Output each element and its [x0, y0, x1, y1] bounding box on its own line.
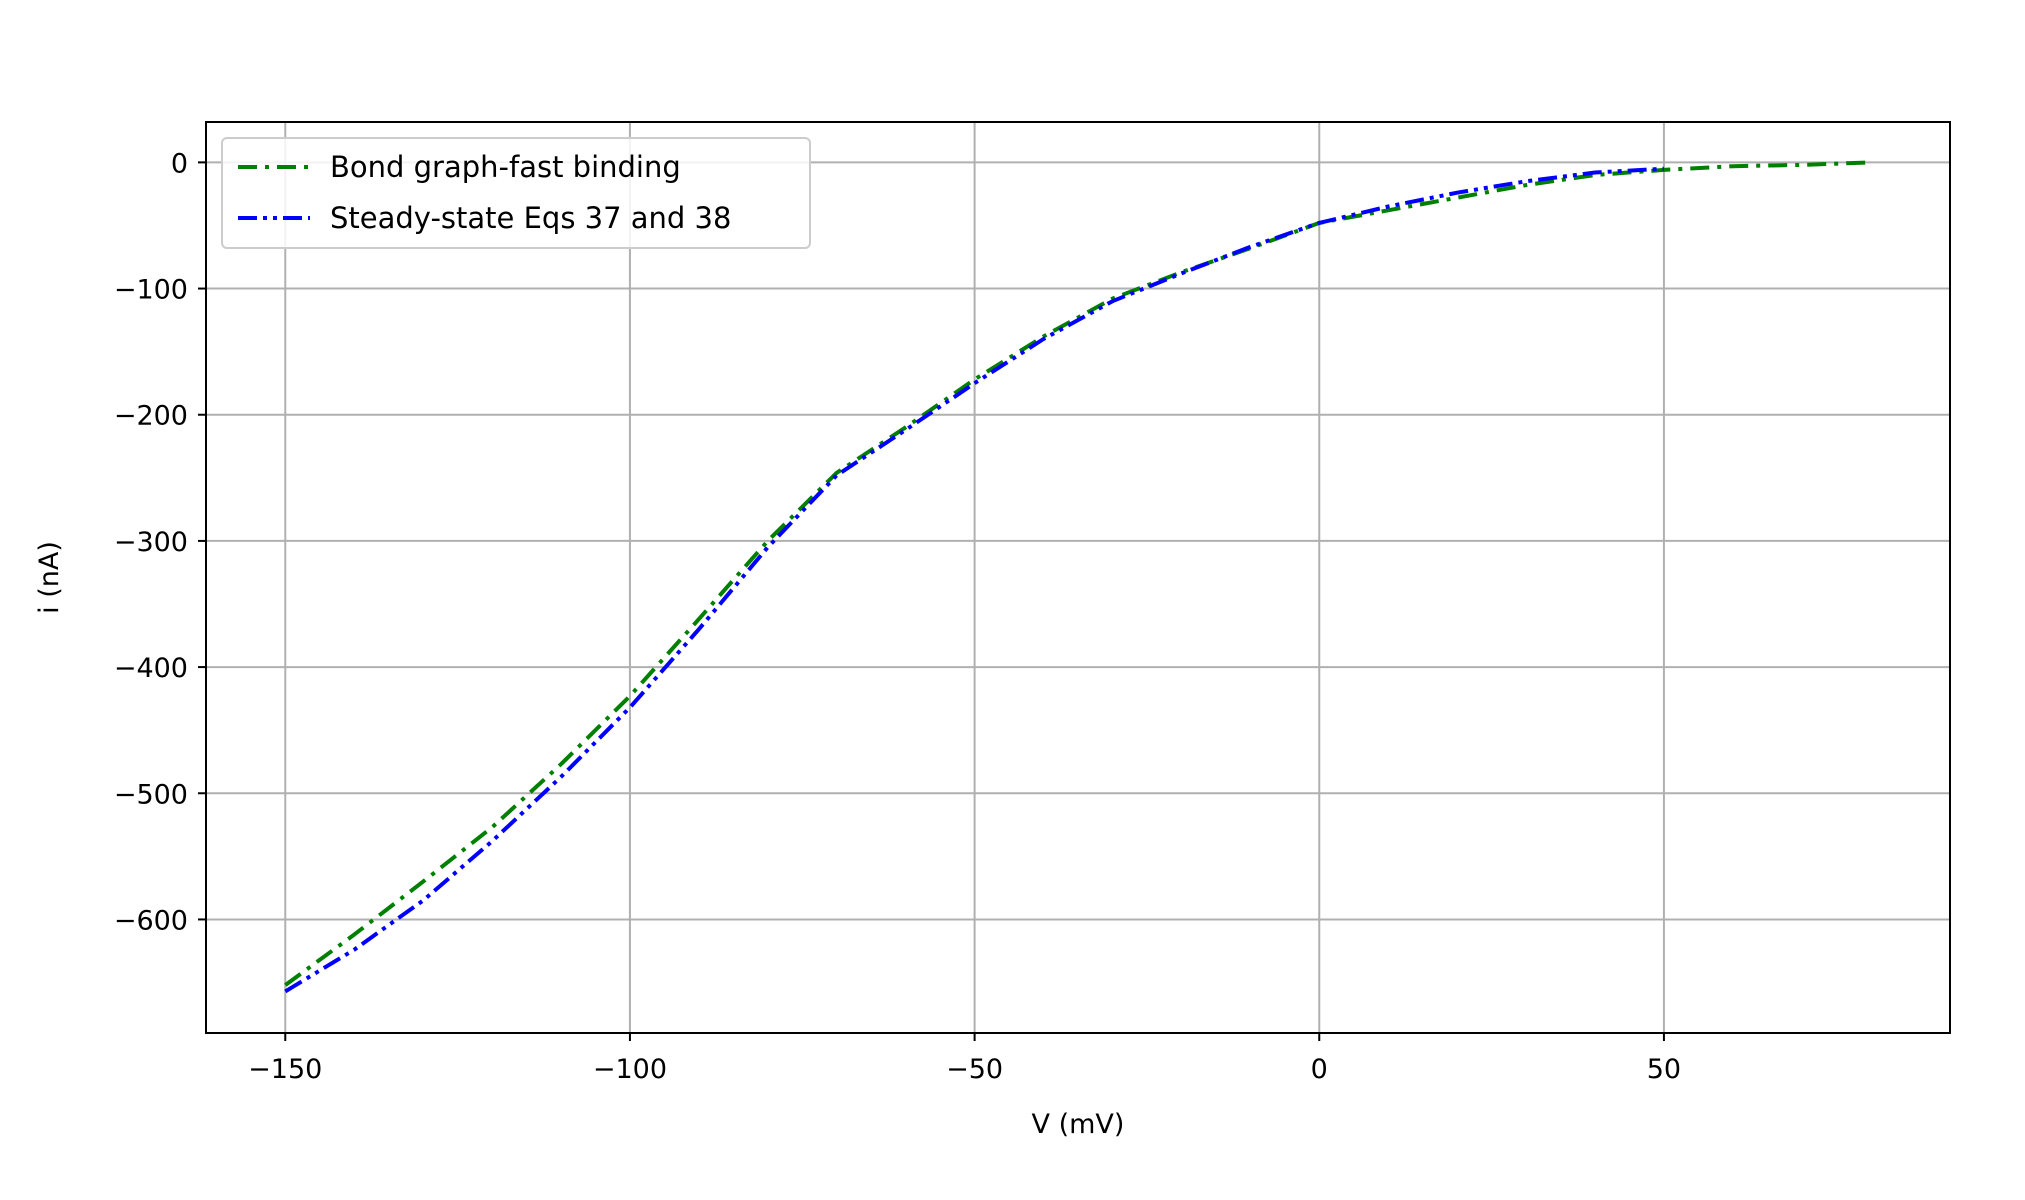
- series-layer: [284, 160, 1871, 994]
- y-tick-label: −600: [114, 905, 188, 936]
- series-line-2: [284, 166, 1665, 994]
- y-tick-label: 0: [171, 148, 188, 179]
- y-tick-label: −500: [114, 779, 188, 810]
- y-tick-label: −200: [114, 401, 188, 432]
- y-axis-label: i (nA): [34, 541, 65, 614]
- legend-label: Steady-state Eqs 37 and 38: [330, 201, 731, 235]
- y-axis: 0 −100 −200 −300 −400 −500 −600: [114, 148, 206, 936]
- plot-frame: [205, 121, 1951, 1034]
- y-tick-label: −300: [114, 527, 188, 558]
- x-tick-label: −150: [248, 1054, 322, 1085]
- legend-label: Bond graph-fast binding: [330, 150, 681, 184]
- x-axis: −150 −100 −50 0 50: [248, 1033, 1681, 1085]
- x-tick-label: 0: [1311, 1054, 1328, 1085]
- series-line-1: [284, 160, 1871, 987]
- x-axis-label: V (mV): [1032, 1109, 1125, 1140]
- y-tick-label: −400: [114, 653, 188, 684]
- x-tick-label: −100: [593, 1054, 667, 1085]
- legend: Bond graph-fast binding Steady-state Eqs …: [221, 137, 811, 249]
- legend-box: [221, 137, 811, 249]
- y-tick-label: −100: [114, 275, 188, 306]
- grid: [206, 122, 1950, 1033]
- x-tick-label: 50: [1647, 1054, 1681, 1085]
- x-tick-label: −50: [946, 1054, 1003, 1085]
